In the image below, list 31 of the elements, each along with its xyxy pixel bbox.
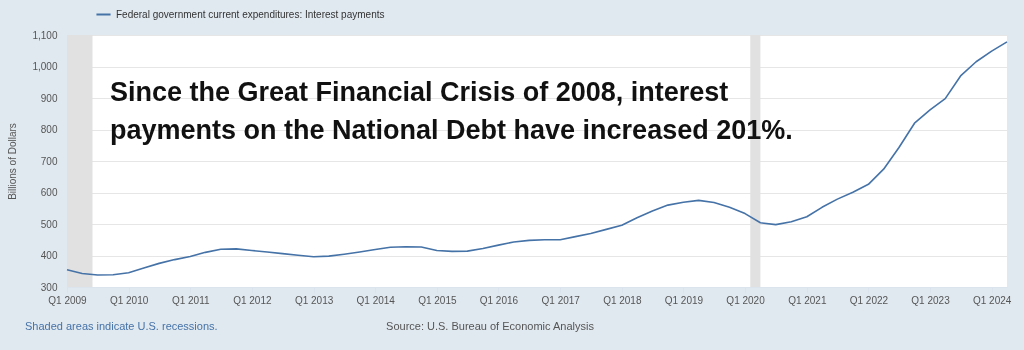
y-tick-label: 700 bbox=[40, 155, 58, 167]
x-tick-label: Q1 2012 bbox=[233, 294, 272, 306]
y-axis-title: Billions of Dollars bbox=[7, 123, 19, 200]
x-tick-label: Q1 2022 bbox=[849, 294, 889, 306]
annotation: Since the Great Financial Crisis of 2008, interest payments on the National Debt have increased 201%. bbox=[110, 77, 793, 145]
y-tick-label: 1,000 bbox=[32, 61, 58, 72]
x-tick-label: Q1 2011 bbox=[171, 294, 210, 306]
x-tick-label: Q1 2020 bbox=[726, 294, 766, 306]
line-series bbox=[66, 41, 1008, 276]
y-tick-label: 400 bbox=[40, 250, 58, 261]
x-tick-label: Q1 2018 bbox=[603, 294, 642, 306]
x-tick-label: Q1 2019 bbox=[664, 294, 704, 306]
y-tick-label: 300 bbox=[40, 281, 58, 293]
y-tick-label: 500 bbox=[40, 218, 58, 230]
y-tick-label: 900 bbox=[40, 92, 58, 104]
y-tick-label: 800 bbox=[40, 124, 58, 135]
source-note: Source: U.S. Bureau of Economic Analysis bbox=[386, 320, 595, 332]
y-tick-label: 600 bbox=[40, 187, 58, 198]
x-tick-label: Q1 2024 bbox=[972, 294, 1012, 306]
x-tick-label: Q1 2021 bbox=[788, 294, 827, 306]
x-tick-label: Q1 2014 bbox=[356, 294, 396, 306]
x-tick-label: Q1 2015 bbox=[418, 294, 457, 306]
x-tick-label: Q1 2017 bbox=[541, 294, 581, 306]
legend-label: Federal government current expenditures: Interest payments bbox=[116, 8, 385, 20]
x-tick-label: Q1 2009 bbox=[48, 294, 88, 306]
x-tick-label: Q1 2010 bbox=[109, 294, 149, 306]
y-tick-label: 1,100 bbox=[32, 29, 58, 41]
x-tick-label: Q1 2016 bbox=[479, 294, 519, 306]
text: Shaded areas indicate U.S. recessions. bbox=[25, 320, 218, 332]
x-tick-label: Q1 2013 bbox=[294, 294, 334, 306]
x-tick-label: Q1 2023 bbox=[911, 294, 951, 306]
